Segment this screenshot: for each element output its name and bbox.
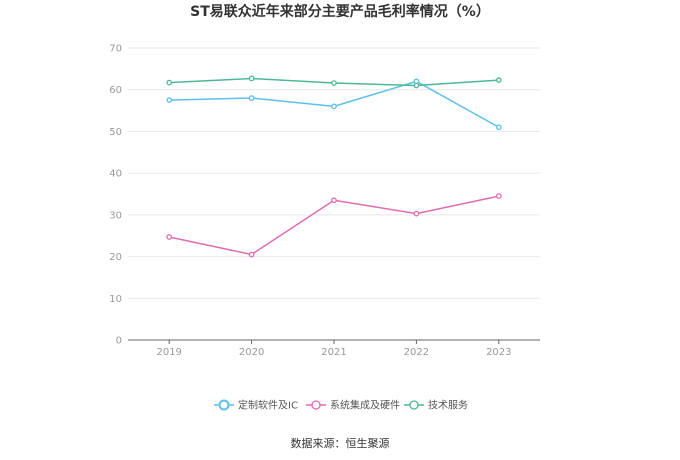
legend[interactable]: 定制软件及IC 系统集成及硬件 技术服务 [214, 399, 468, 412]
data-point[interactable] [495, 193, 502, 199]
legend-item[interactable]: 技术服务 [404, 399, 468, 412]
data-point[interactable] [413, 82, 420, 89]
x-tick-label: 2019 [156, 347, 181, 358]
y-tick-label: 70 [109, 44, 122, 55]
series-2 [166, 193, 502, 258]
y-tick-label: 0 [116, 336, 122, 347]
grid-lines [128, 47, 540, 299]
data-point[interactable] [248, 251, 255, 258]
y-tick-label: 30 [109, 210, 122, 221]
data-point[interactable] [166, 97, 173, 103]
chart-title: ST易联众近年来部分主要产品毛利率情况（%） [190, 3, 490, 20]
x-tick-label: 2022 [404, 347, 429, 358]
y-tick-label: 10 [109, 294, 122, 305]
x-tick-label: 2023 [486, 347, 511, 358]
data-point[interactable] [495, 124, 502, 131]
legend-label: 定制软件及IC [238, 399, 298, 412]
legend-label: 系统集成及硬件 [330, 399, 400, 412]
data-point[interactable] [413, 210, 420, 217]
data-point[interactable] [166, 234, 173, 240]
legend-label: 技术服务 [428, 399, 468, 412]
y-tick-label: 20 [109, 252, 122, 263]
y-axis-ticks: 0 10 20 30 40 50 60 70 [109, 44, 122, 347]
y-tick-label: 50 [109, 127, 122, 138]
x-tick-label: 2020 [239, 347, 264, 358]
data-point[interactable] [495, 77, 502, 83]
data-point[interactable] [248, 95, 255, 101]
legend-marker-icon [218, 399, 230, 411]
series-3 [166, 75, 502, 89]
data-point[interactable] [331, 80, 337, 86]
data-source: 数据来源：恒生聚源 [291, 436, 390, 450]
y-tick-label: 60 [109, 85, 122, 96]
series-1 [166, 78, 502, 131]
data-point[interactable] [166, 79, 173, 86]
legend-item[interactable]: 系统集成及硬件 [306, 399, 400, 412]
x-tick-label: 2021 [321, 347, 346, 358]
series-line [169, 195, 499, 256]
x-axis-ticks: 2019 2020 2021 2022 2023 [156, 340, 512, 358]
data-point[interactable] [248, 75, 255, 82]
y-tick-label: 40 [109, 169, 122, 180]
legend-marker-icon [311, 400, 321, 410]
data-point[interactable] [331, 103, 337, 110]
data-point[interactable] [331, 197, 337, 204]
legend-item[interactable]: 定制软件及IC [214, 399, 298, 412]
series-group [166, 75, 502, 258]
legend-marker-icon [409, 400, 419, 410]
